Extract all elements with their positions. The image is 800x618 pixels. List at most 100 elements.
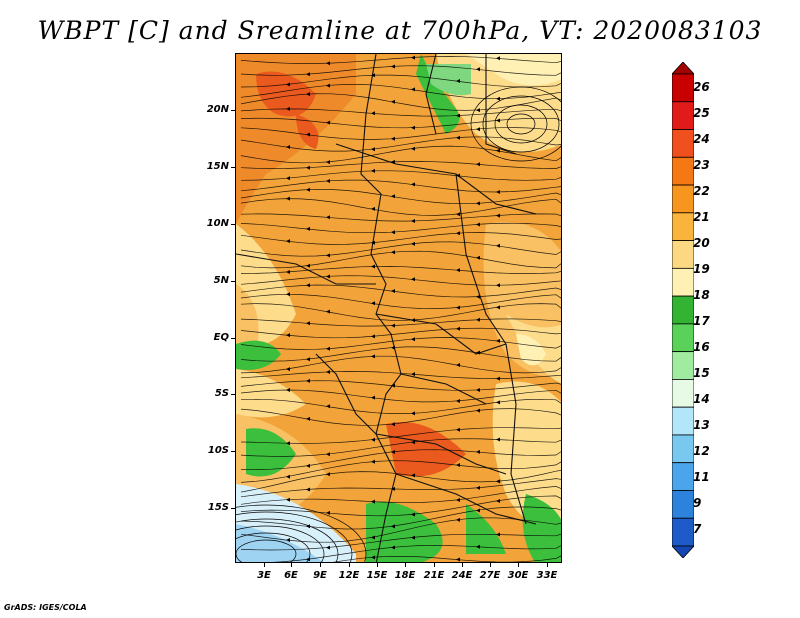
country-border <box>425 54 437 135</box>
streamline-arrow <box>391 545 395 550</box>
wbpt-shade-region <box>426 64 471 96</box>
lat-tick <box>231 167 236 168</box>
colorbar-segment <box>672 156 694 186</box>
colorbar-segment <box>672 323 694 353</box>
circulation-ring <box>236 518 339 562</box>
lon-label-24e: 24E <box>451 570 473 581</box>
colorbar-segment <box>672 490 694 519</box>
wbpt-shade-region <box>466 54 561 86</box>
colorbar-bottom-arrow <box>672 545 694 558</box>
streamline-arrow <box>496 338 500 343</box>
streamline-arrow <box>411 512 415 517</box>
lat-label-20n: 20N <box>206 104 229 115</box>
streamline-arrow <box>411 411 415 416</box>
wbpt-shade-region <box>522 494 561 562</box>
streamline-arrow <box>391 323 395 328</box>
streamline-arrow <box>306 357 310 362</box>
streamline <box>240 478 561 498</box>
streamline-arrow <box>496 400 500 405</box>
streamline-arrow <box>496 532 500 537</box>
streamline-arrow <box>476 485 480 490</box>
lat-label-10n: 10N <box>206 218 229 229</box>
wbpt-shade-region <box>236 369 306 418</box>
lat-tick <box>231 338 236 339</box>
streamline <box>240 486 561 505</box>
streamline-arrow <box>306 187 310 192</box>
streamline-arrow <box>411 55 415 60</box>
streamline-arrow <box>476 108 480 113</box>
cb-label: 11 <box>693 470 710 484</box>
cb-label: 20 <box>693 236 710 250</box>
streamline-arrow <box>306 165 310 170</box>
streamline-arrow <box>411 440 415 445</box>
country-border <box>485 54 517 155</box>
lon-tick <box>547 562 548 567</box>
colorbar-segment <box>672 73 694 103</box>
streamline-arrow <box>456 113 460 118</box>
streamline-arrow <box>286 270 290 274</box>
streamline-arrow <box>391 383 395 388</box>
streamline-arrow <box>391 230 395 235</box>
streamline-arrow <box>456 399 460 403</box>
streamline-arrow <box>496 118 500 123</box>
country-border <box>455 173 507 345</box>
streamline-arrow <box>411 146 415 151</box>
streamline-arrow <box>286 333 290 338</box>
lon-label-6e: 6E <box>284 570 298 581</box>
colorbar-segment <box>672 129 694 158</box>
streamline-arrow <box>306 226 310 231</box>
streamline-arrow <box>476 162 480 167</box>
streamline-arrow <box>476 350 480 355</box>
lat-label-5s: 5S <box>214 388 229 399</box>
streamline-arrow <box>391 486 395 491</box>
streamline-arrow <box>371 334 375 339</box>
streamline-arrow <box>411 125 415 130</box>
streamline-arrow <box>371 535 375 540</box>
streamline-arrow <box>391 345 395 350</box>
streamline-arrow <box>411 535 415 540</box>
streamline <box>240 517 561 543</box>
streamline <box>240 56 561 64</box>
streamline <box>240 213 561 222</box>
streamline <box>240 293 561 309</box>
streamline <box>240 469 561 493</box>
wbpt-shade-region <box>236 54 561 562</box>
streamline <box>240 145 561 164</box>
streamline-arrow <box>476 201 480 206</box>
lat-tick <box>231 451 236 452</box>
circulation-ring <box>236 539 297 562</box>
streamline-arrow <box>456 135 460 140</box>
streamline-arrow <box>326 120 330 125</box>
streamline-arrow <box>371 459 375 464</box>
circulation-ring <box>236 504 367 562</box>
streamline-arrow <box>496 190 500 194</box>
streamline-arrow <box>326 61 330 66</box>
streamline-arrow <box>411 318 415 323</box>
streamline <box>240 170 561 181</box>
streamline-arrow <box>456 173 460 178</box>
streamline-arrow <box>391 450 395 454</box>
colorbar-segment <box>672 295 694 325</box>
streamline-arrow <box>371 395 375 400</box>
streamline-arrow <box>306 263 310 268</box>
cb-label: 14 <box>693 392 710 406</box>
grads-credit: GrADS: IGES/COLA <box>4 603 87 612</box>
colorbar-segment <box>672 212 694 241</box>
circulation-ring <box>482 95 560 153</box>
streamline <box>240 389 561 403</box>
streamline <box>240 275 561 286</box>
lon-label-30e: 30E <box>507 570 529 581</box>
country-border <box>375 433 507 475</box>
streamline <box>240 232 561 245</box>
country-border <box>505 343 527 525</box>
streamline-arrow <box>371 111 375 116</box>
wbpt-shade-region <box>516 334 546 366</box>
streamline <box>240 136 561 152</box>
streamline <box>240 327 561 339</box>
streamline-arrow <box>476 67 480 72</box>
lat-label-15n: 15N <box>206 161 229 172</box>
country-borders <box>236 54 537 562</box>
streamline-arrow <box>476 317 480 322</box>
streamline <box>240 65 561 76</box>
streamline-arrow <box>371 301 375 306</box>
